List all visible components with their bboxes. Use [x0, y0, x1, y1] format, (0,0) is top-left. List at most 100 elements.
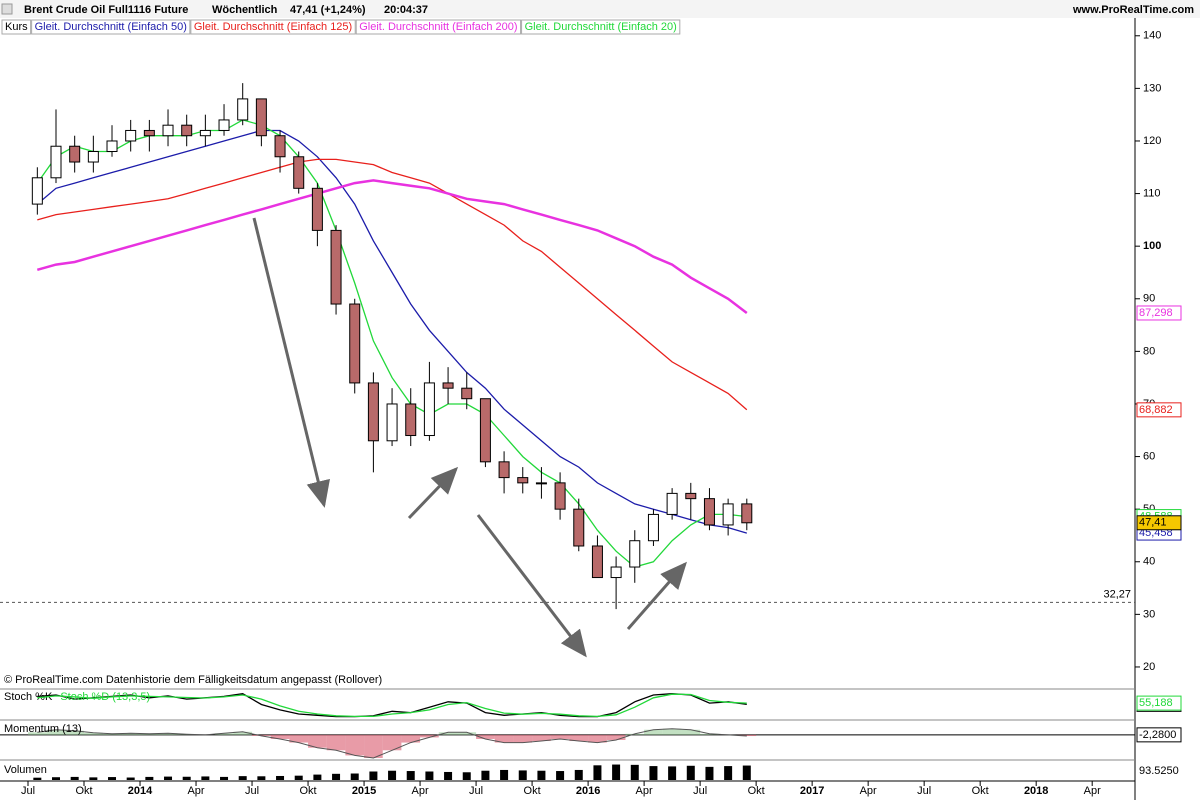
panel-title: Volumen	[4, 764, 47, 776]
arrow	[626, 561, 687, 630]
momentum-bar	[457, 732, 477, 735]
volume-bar	[425, 771, 434, 780]
candle-body	[106, 140, 118, 152]
value-label: 68,882	[1139, 404, 1173, 416]
x-tick-label: Jul	[693, 785, 707, 797]
momentum-bar	[46, 729, 66, 735]
legend-box	[31, 19, 191, 35]
momentum-bar	[345, 734, 365, 756]
volume-bar	[276, 775, 285, 780]
candle-body	[143, 129, 155, 137]
volume-bar	[89, 777, 98, 780]
volume-bar	[630, 764, 639, 780]
icon	[1, 3, 13, 15]
momentum-bar	[420, 734, 439, 738]
candle-body	[442, 382, 454, 389]
momentum-bar	[308, 734, 327, 748]
x-tick-label: Apr	[860, 785, 877, 797]
volume-bar	[537, 770, 546, 780]
x-tick-label: 2015	[352, 785, 376, 797]
momentum-bar	[569, 734, 589, 742]
candle-body	[125, 129, 137, 142]
candle-body	[69, 145, 81, 163]
momentum-bar	[401, 734, 421, 743]
momentum-bar	[364, 734, 383, 758]
momentum-bar	[550, 734, 570, 739]
volume-bar	[724, 766, 733, 780]
y-tick-label: 140	[1143, 30, 1161, 42]
arrow	[476, 514, 587, 658]
volume-bar	[518, 770, 527, 780]
candle-body	[741, 503, 753, 524]
line	[37, 158, 748, 411]
y-tick-label: 90	[1143, 293, 1155, 305]
candle-body	[573, 508, 585, 547]
note: © ProRealTime.com Datenhistorie dem Fäll…	[4, 674, 382, 686]
x-tick-label: Apr	[636, 785, 653, 797]
candle-body	[87, 150, 99, 163]
candle-body	[218, 119, 230, 131]
volume-bar	[593, 765, 602, 780]
momentum-bar	[326, 734, 346, 751]
value-label: 87,298	[1139, 307, 1173, 319]
candle-body	[703, 498, 715, 526]
line	[37, 693, 747, 718]
header-title: Brent Crude Oil Full1116 Future	[24, 4, 188, 16]
volume-bar	[406, 771, 415, 780]
legend-entry[interactable]: Gleit. Durchschnitt (Einfach 50)	[35, 21, 187, 33]
volume-bar	[481, 770, 490, 780]
x-tick-label: Jul	[469, 785, 483, 797]
candle-body	[386, 403, 398, 442]
legend-entry[interactable]: Gleit. Durchschnitt (Einfach 125)	[194, 21, 352, 33]
x-tick-label: Jul	[917, 785, 931, 797]
legend-entry[interactable]: Stoch %D (13,3,5)	[60, 691, 150, 703]
volume-bar	[313, 774, 322, 780]
volume-bar	[201, 776, 210, 780]
volume-bar	[220, 776, 229, 780]
legend-entry[interactable]: Stoch %K	[4, 691, 53, 703]
volume-bar	[238, 776, 247, 780]
legend-entry[interactable]: Gleit. Durchschnitt (Einfach 20)	[525, 21, 677, 33]
legend-entry[interactable]: Gleit. Durchschnitt (Einfach 200)	[359, 21, 517, 33]
momentum-bar	[644, 729, 663, 735]
value-label: 55,188	[1139, 697, 1173, 709]
arrow	[252, 217, 330, 508]
momentum-bar	[476, 734, 495, 739]
momentum-bar	[121, 733, 141, 735]
candle-body	[274, 135, 286, 158]
volume-bar	[500, 769, 509, 780]
candle-body	[591, 545, 603, 579]
candle-body	[666, 492, 678, 515]
arrow	[407, 466, 459, 520]
momentum-bar	[140, 733, 159, 735]
value-label-box	[1136, 727, 1182, 743]
volume-bar	[257, 776, 266, 780]
y-tick-label: 30	[1143, 608, 1155, 620]
candle-body	[517, 477, 529, 484]
candle-body	[255, 98, 267, 137]
x-tick-label: Apr	[412, 785, 429, 797]
header-time: 20:04:37	[384, 4, 428, 16]
candle-body	[199, 129, 211, 137]
volume-bar	[612, 764, 621, 780]
x-tick-label: Apr	[1084, 785, 1101, 797]
arrows	[252, 217, 687, 658]
volume-bar	[668, 766, 677, 780]
volume-bar	[108, 777, 117, 780]
x-tick-label: Jul	[245, 785, 259, 797]
volume-bar	[70, 776, 79, 780]
volume-bar	[369, 771, 378, 780]
y-tick-label: 40	[1143, 556, 1155, 568]
candle-body	[647, 513, 659, 542]
value-label: 93.5250	[1139, 765, 1179, 777]
candle-body	[311, 187, 323, 231]
legend-entry[interactable]: Kurs	[5, 21, 28, 33]
candle-body	[461, 387, 473, 400]
legend-box	[355, 19, 522, 35]
momentum-bar	[737, 734, 757, 737]
candle-body	[293, 156, 305, 189]
volume-bar	[332, 773, 341, 780]
momentum-bar	[606, 734, 626, 740]
volume-bar	[705, 766, 714, 780]
